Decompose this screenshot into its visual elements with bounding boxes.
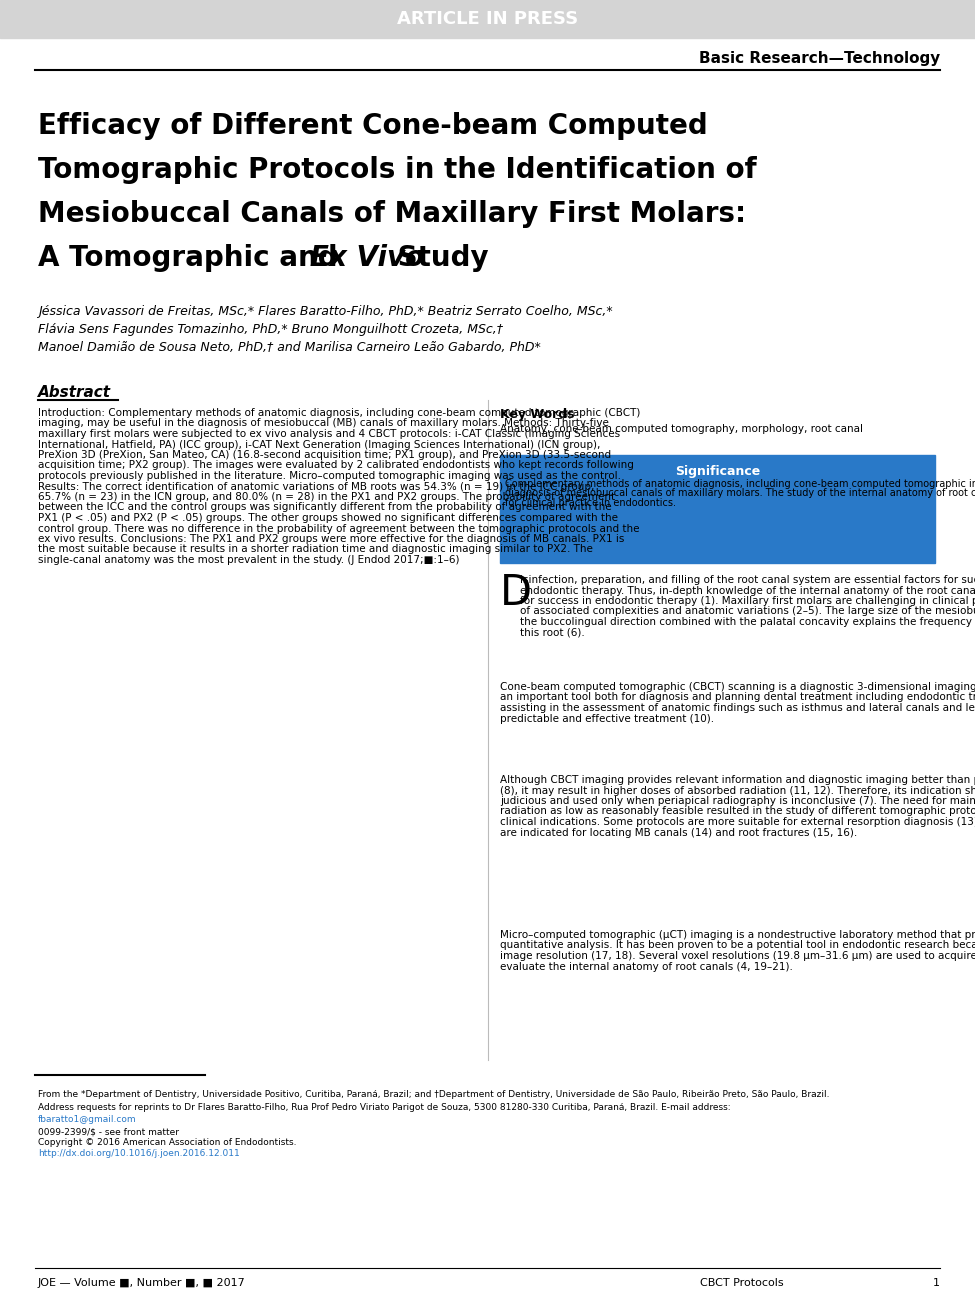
Text: between the ICC and the control groups was significantly different from the prob: between the ICC and the control groups w… <box>38 502 611 513</box>
Text: 0099-2399/$ - see front matter: 0099-2399/$ - see front matter <box>38 1128 179 1135</box>
Text: Study: Study <box>388 244 488 271</box>
Text: image resolution (17, 18). Several voxel resolutions (19.8 μm–31.6 μm) are used : image resolution (17, 18). Several voxel… <box>500 951 975 960</box>
Text: acquisition time; PX2 group). The images were evaluated by 2 calibrated endodont: acquisition time; PX2 group). The images… <box>38 461 634 471</box>
Text: Anatomy, cone-beam computed tomography, morphology, root canal: Anatomy, cone-beam computed tomography, … <box>500 424 863 435</box>
Text: Ex Vivo: Ex Vivo <box>310 244 424 271</box>
Text: radiation as low as reasonably feasible resulted in the study of different tomog: radiation as low as reasonably feasible … <box>500 806 975 817</box>
Text: PX1 (P < .05) and PX2 (P < .05) groups. The other groups showed no significant d: PX1 (P < .05) and PX2 (P < .05) groups. … <box>38 513 618 523</box>
Text: Abstract: Abstract <box>38 385 111 401</box>
Text: A Tomographic and: A Tomographic and <box>38 244 347 271</box>
Text: Jéssica Vavassori de Freitas, MSc,* Flares Baratto-Filho, PhD,* Beatriz Serrato : Jéssica Vavassori de Freitas, MSc,* Flar… <box>38 305 612 318</box>
Text: Copyright © 2016 American Association of Endodontists.: Copyright © 2016 American Association of… <box>38 1138 296 1147</box>
Text: JOE — Volume ■, Number ■, ■ 2017: JOE — Volume ■, Number ■, ■ 2017 <box>38 1278 246 1288</box>
Text: evaluate the internal anatomy of root canals (4, 19–21).: evaluate the internal anatomy of root ca… <box>500 962 793 971</box>
Text: clinical indications. Some protocols are more suitable for external resorption d: clinical indications. Some protocols are… <box>500 817 975 827</box>
Text: quantitative analysis. It has been proven to be a potential tool in endodontic r: quantitative analysis. It has been prove… <box>500 941 975 950</box>
Text: Basic Research—Technology: Basic Research—Technology <box>699 51 940 65</box>
Text: diagnosis of mesiobuccal canals of maxillary molars. The study of the internal a: diagnosis of mesiobuccal canals of maxil… <box>505 488 975 499</box>
Text: Tomographic Protocols in the Identification of: Tomographic Protocols in the Identificat… <box>38 157 757 184</box>
Text: Key Words: Key Words <box>500 408 574 422</box>
Text: CBCT Protocols: CBCT Protocols <box>700 1278 784 1288</box>
Text: fbaratto1@gmail.com: fbaratto1@gmail.com <box>38 1114 136 1124</box>
Text: Significance: Significance <box>675 465 760 478</box>
Text: (8), it may result in higher doses of absorbed radiation (11, 12). Therefore, it: (8), it may result in higher doses of ab… <box>500 786 975 796</box>
Text: 65.7% (n = 23) in the ICN group, and 80.0% (n = 28) in the PX1 and PX2 groups. T: 65.7% (n = 23) in the ICN group, and 80.… <box>38 492 615 502</box>
Text: Mesiobuccal Canals of Maxillary First Molars:: Mesiobuccal Canals of Maxillary First Mo… <box>38 200 746 228</box>
Text: the buccolingual direction combined with the palatal concavity explains the freq: the buccolingual direction combined with… <box>520 617 975 626</box>
Text: 1: 1 <box>933 1278 940 1288</box>
Text: assisting in the assessment of anatomic findings such as isthmus and lateral can: assisting in the assessment of anatomic … <box>500 703 975 713</box>
Text: protocols previously published in the literature. Micro–computed tomographic ima: protocols previously published in the li… <box>38 471 621 482</box>
Text: for success in endodontic therapy (1). Maxillary first molars are challenging in: for success in endodontic therapy (1). M… <box>520 596 975 606</box>
Text: judicious and used only when periapical radiography is inconclusive (7). The nee: judicious and used only when periapical … <box>500 796 975 806</box>
Text: PreXion 3D (PreXion, San Mateo, CA) (16.8-second acquisition time; PX1 group), a: PreXion 3D (PreXion, San Mateo, CA) (16.… <box>38 450 611 459</box>
Text: Flávia Sens Fagundes Tomazinho, PhD,* Bruno Monguilhott Crozeta, MSc,†: Flávia Sens Fagundes Tomazinho, PhD,* Br… <box>38 324 503 335</box>
Text: Introduction: Complementary methods of anatomic diagnosis, including cone-beam c: Introduction: Complementary methods of a… <box>38 408 641 418</box>
Text: isinfection, preparation, and filling of the root canal system are essential fac: isinfection, preparation, and filling of… <box>520 576 975 585</box>
Text: an important tool both for diagnosis and planning dental treatment including end: an important tool both for diagnosis and… <box>500 693 975 702</box>
Text: Micro–computed tomographic (μCT) imaging is a nondestructive laboratory method t: Micro–computed tomographic (μCT) imaging… <box>500 930 975 940</box>
Text: of associated complexities and anatomic variations (2–5). The large size of the : of associated complexities and anatomic … <box>520 607 975 616</box>
Text: Efficacy of Different Cone-beam Computed: Efficacy of Different Cone-beam Computed <box>38 112 708 140</box>
Text: the most suitable because it results in a shorter radiation time and diagnostic : the most suitable because it results in … <box>38 544 593 555</box>
Text: ex vivo results. Conclusions: The PX1 and PX2 groups were more effective for the: ex vivo results. Conclusions: The PX1 an… <box>38 534 624 544</box>
Text: http://dx.doi.org/10.1016/j.joen.2016.12.011: http://dx.doi.org/10.1016/j.joen.2016.12… <box>38 1148 240 1158</box>
Text: control group. There was no difference in the probability of agreement between t: control group. There was no difference i… <box>38 523 640 534</box>
Text: imaging, may be useful in the diagnosis of mesiobuccal (MB) canals of maxillary : imaging, may be useful in the diagnosis … <box>38 419 608 428</box>
Text: endodontic therapy. Thus, in-depth knowledge of the internal anatomy of the root: endodontic therapy. Thus, in-depth knowl… <box>520 586 975 595</box>
Text: D: D <box>500 572 532 613</box>
Text: Results: The correct identification of anatomic variations of MB roots was 54.3%: Results: The correct identification of a… <box>38 482 595 492</box>
Text: Cone-beam computed tomographic (CBCT) scanning is a diagnostic 3-dimensional ima: Cone-beam computed tomographic (CBCT) sc… <box>500 683 975 692</box>
Text: this root (6).: this root (6). <box>520 628 585 638</box>
Text: ARTICLE IN PRESS: ARTICLE IN PRESS <box>397 10 578 27</box>
Text: Complementary methods of anatomic diagnosis, including cone-beam computed tomogr: Complementary methods of anatomic diagno… <box>505 479 975 489</box>
Text: Address requests for reprints to Dr Flares Baratto-Filho, Rua Prof Pedro Viriato: Address requests for reprints to Dr Flar… <box>38 1103 733 1112</box>
Text: single-canal anatomy was the most prevalent in the study. (J Endod 2017;■:1–6): single-canal anatomy was the most preval… <box>38 555 459 565</box>
Bar <box>0 0 975 38</box>
Text: are indicated for locating MB canals (14) and root fractures (15, 16).: are indicated for locating MB canals (14… <box>500 827 857 838</box>
Text: Manoel Damião de Sousa Neto, PhD,† and Marilisa Carneiro Leão Gabardo, PhD*: Manoel Damião de Sousa Neto, PhD,† and M… <box>38 341 541 354</box>
Text: From the *Department of Dentistry, Universidade Positivo, Curitiba, Paraná, Braz: From the *Department of Dentistry, Unive… <box>38 1090 830 1099</box>
Text: for clinical practice in endodontics.: for clinical practice in endodontics. <box>505 499 676 508</box>
Text: Although CBCT imaging provides relevant information and diagnostic imaging bette: Although CBCT imaging provides relevant … <box>500 775 975 786</box>
Text: maxillary first molars were subjected to ex vivo analysis and 4 CBCT protocols: : maxillary first molars were subjected to… <box>38 429 620 438</box>
Text: predictable and effective treatment (10).: predictable and effective treatment (10)… <box>500 714 714 723</box>
Text: International, Hatfield, PA) (ICC group), i-CAT Next Generation (Imaging Science: International, Hatfield, PA) (ICC group)… <box>38 440 601 449</box>
Bar <box>500 455 935 562</box>
